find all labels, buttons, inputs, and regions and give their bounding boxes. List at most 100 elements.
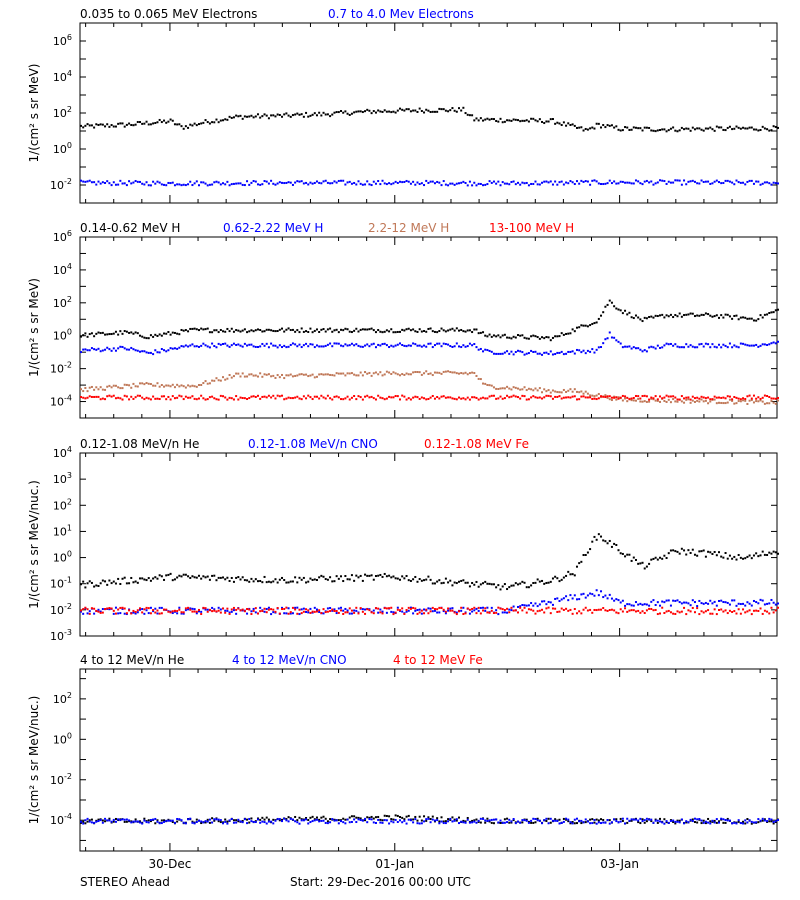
data-point (99, 386, 102, 389)
data-point (525, 398, 528, 401)
data-point (346, 344, 349, 347)
data-point (93, 607, 96, 610)
data-point (689, 551, 692, 554)
data-point (591, 397, 594, 400)
data-point (477, 820, 480, 823)
data-point (390, 820, 393, 823)
data-point (693, 601, 696, 604)
data-point (674, 343, 677, 346)
data-point (691, 599, 694, 602)
data-point (744, 183, 747, 186)
data-point (713, 819, 716, 822)
data-point (737, 400, 740, 403)
data-point (659, 314, 662, 317)
data-point (95, 123, 98, 126)
data-point (340, 328, 343, 331)
data-point (501, 334, 504, 337)
data-point (549, 580, 552, 583)
data-point (488, 819, 491, 822)
data-point (318, 181, 321, 184)
data-point (573, 822, 576, 825)
data-point (573, 388, 576, 391)
data-point (556, 395, 559, 398)
data-point (429, 111, 432, 114)
data-point (285, 112, 288, 115)
data-point (473, 819, 476, 822)
data-point (617, 612, 620, 615)
data-point (250, 329, 253, 332)
data-point (138, 820, 141, 823)
data-point (265, 342, 268, 345)
data-point (626, 181, 629, 184)
data-point (324, 397, 327, 400)
data-point (549, 118, 552, 121)
data-point (650, 558, 653, 561)
data-point (364, 183, 367, 186)
data-point (232, 182, 235, 185)
data-point (645, 317, 648, 320)
data-point (296, 112, 299, 115)
data-point (265, 581, 268, 584)
data-point (165, 350, 168, 353)
data-point (117, 122, 120, 125)
data-point (191, 384, 194, 387)
data-point (698, 314, 701, 317)
data-point (626, 821, 629, 824)
data-point (506, 336, 509, 339)
data-point (106, 395, 109, 398)
data-point (624, 181, 627, 184)
y-tick-label: 100 (53, 141, 72, 156)
data-point (501, 585, 504, 588)
data-point (683, 549, 686, 552)
data-point (460, 820, 463, 823)
data-point (298, 576, 301, 579)
data-point (565, 181, 568, 184)
data-point (423, 344, 426, 347)
y-tick-label: 10-4 (50, 812, 72, 827)
data-point (243, 579, 246, 582)
data-point (95, 386, 98, 389)
data-point (104, 181, 107, 184)
data-point (624, 126, 627, 129)
data-point (637, 347, 640, 350)
legend-entry: 0.62-2.22 MeV H (223, 221, 323, 235)
data-point (167, 330, 170, 333)
data-point (187, 608, 190, 611)
data-point (567, 818, 570, 821)
data-point (589, 822, 592, 825)
data-point (287, 816, 290, 819)
data-point (536, 578, 539, 581)
data-point (490, 335, 493, 338)
data-point (329, 576, 332, 579)
data-point (357, 330, 360, 333)
data-point (289, 329, 292, 332)
data-point (359, 607, 362, 610)
data-point (619, 309, 622, 312)
data-point (718, 396, 721, 399)
data-point (438, 822, 441, 825)
data-point (350, 820, 353, 823)
data-point (294, 608, 297, 611)
data-point (661, 179, 664, 182)
data-point (121, 182, 124, 185)
data-point (401, 108, 404, 111)
data-point (390, 396, 393, 399)
data-point (508, 818, 511, 821)
data-point (222, 376, 225, 379)
data-point (95, 395, 98, 398)
data-point (178, 333, 181, 336)
data-point (88, 333, 91, 336)
data-point (366, 816, 369, 819)
data-point (683, 606, 686, 609)
data-point (516, 119, 519, 122)
data-point (499, 395, 502, 398)
data-point (294, 815, 297, 818)
data-point (643, 819, 646, 822)
data-point (208, 578, 211, 581)
data-point (119, 387, 122, 390)
data-point (235, 343, 238, 346)
data-point (211, 395, 214, 398)
data-point (464, 371, 467, 374)
data-point (451, 397, 454, 400)
data-point (383, 607, 386, 610)
